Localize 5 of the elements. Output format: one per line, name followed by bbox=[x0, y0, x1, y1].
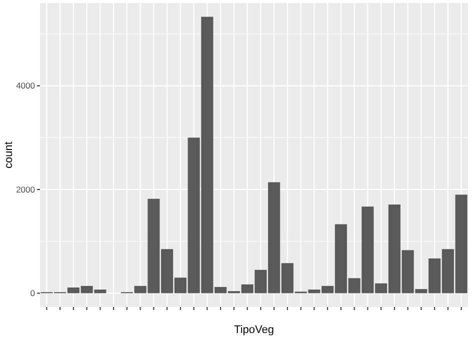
x-axis-title: TipoVeg bbox=[234, 324, 274, 336]
y-tick-label: 0 bbox=[30, 288, 36, 298]
y-axis-title: count bbox=[3, 142, 15, 168]
y-tick-label: 4000 bbox=[16, 80, 36, 91]
y-tick-label: 2000 bbox=[16, 184, 36, 194]
